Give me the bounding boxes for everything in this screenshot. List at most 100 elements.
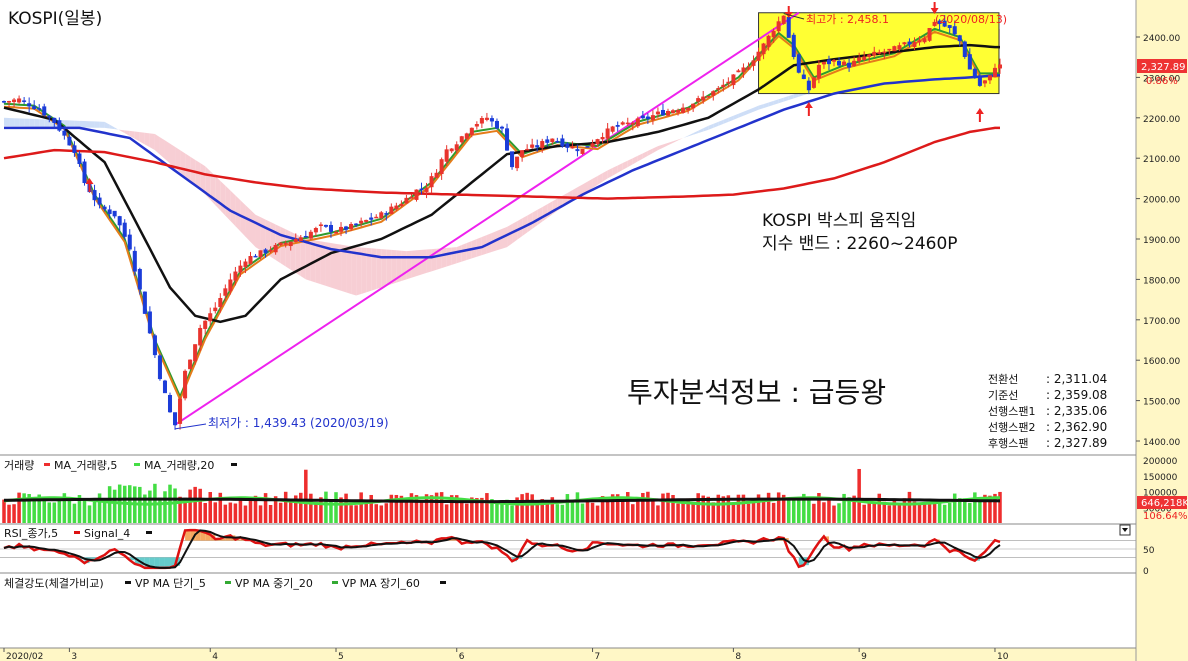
volume-bar xyxy=(67,497,72,523)
rsi-overbought-fill xyxy=(185,530,191,541)
candle-body xyxy=(349,224,354,230)
cloud-segment xyxy=(185,153,191,182)
volume-bar xyxy=(475,498,479,523)
vp-legend-item: 체결강도(체결가비교) xyxy=(4,577,104,590)
volume-bar xyxy=(97,493,102,523)
ichimoku-label: 전환선 xyxy=(988,373,1018,386)
cloud-segment xyxy=(129,130,135,139)
cloud-segment xyxy=(215,175,221,211)
candle-body xyxy=(318,224,323,226)
candle-body xyxy=(515,156,520,169)
volume-bar xyxy=(107,486,112,523)
candle-body xyxy=(837,60,842,66)
candle-body xyxy=(173,412,178,426)
candle-body xyxy=(947,25,952,28)
candle-body xyxy=(434,172,439,178)
candle-body xyxy=(32,106,37,109)
volume-bar xyxy=(173,488,177,523)
cloud-segment xyxy=(507,224,513,248)
candle-body xyxy=(464,133,469,139)
volume-bar xyxy=(92,502,97,523)
cloud-segment xyxy=(456,245,462,264)
cloud-segment xyxy=(743,109,749,116)
candle-body xyxy=(469,127,474,135)
volume-tick-label: 200000 xyxy=(1143,457,1178,467)
rsi-oversold-fill xyxy=(139,557,145,566)
candle-body xyxy=(152,335,157,356)
cloud-segment xyxy=(461,243,467,262)
volume-bar xyxy=(711,502,716,523)
candle-body xyxy=(671,110,676,113)
candle-body xyxy=(877,52,882,54)
volume-bar xyxy=(32,500,36,523)
candle-body xyxy=(972,68,977,79)
rsi-lines xyxy=(0,528,1136,570)
price-tick-label: 2100.00 xyxy=(1143,155,1180,165)
cloud-segment xyxy=(109,124,115,130)
cloud-segment xyxy=(688,133,694,137)
ma5-line xyxy=(3,27,1000,400)
cloud-segment xyxy=(330,243,336,290)
cloud-segment xyxy=(733,113,739,120)
volume-bar xyxy=(465,503,469,523)
volume-bar xyxy=(324,491,328,523)
date-axis-background xyxy=(0,648,1136,661)
ichimoku-value: : 2,335.06 xyxy=(1046,404,1107,418)
volume-bar xyxy=(646,491,650,523)
volume-bar xyxy=(485,493,489,523)
candle-body xyxy=(364,219,369,222)
cloud-segment xyxy=(336,243,342,291)
cloud-segment xyxy=(406,250,412,280)
volume-bar xyxy=(978,497,982,523)
candle-body xyxy=(188,359,193,370)
candle-body xyxy=(510,151,515,168)
volume-bar xyxy=(2,499,6,523)
cloud-segment xyxy=(114,127,120,131)
legend-swatch xyxy=(74,531,80,534)
price-tick-label: 1600.00 xyxy=(1143,357,1180,367)
candle-body xyxy=(193,344,198,362)
date-tick-label: 4 xyxy=(212,652,218,661)
candle-body xyxy=(157,355,162,380)
cloud-segment xyxy=(149,133,155,151)
volume-bar xyxy=(384,503,389,523)
candle-body xyxy=(323,224,328,227)
volume-bar xyxy=(817,493,821,523)
cloud-segment xyxy=(527,212,533,233)
candle-body xyxy=(107,209,112,214)
candle-body xyxy=(555,140,560,143)
volume-bar xyxy=(892,500,897,523)
cloud-segment xyxy=(748,107,754,114)
cloud-segment xyxy=(240,200,246,237)
cloud-segment xyxy=(587,178,593,192)
cloud-segment xyxy=(532,209,538,229)
candle-body xyxy=(736,70,741,73)
volume-bar xyxy=(223,504,228,523)
candle-body xyxy=(580,148,585,154)
cloud-segment xyxy=(225,185,231,221)
volume-bar xyxy=(158,497,162,523)
candle-body xyxy=(625,122,630,125)
volume-bar xyxy=(449,495,454,523)
volume-bar xyxy=(304,469,308,523)
candle-body xyxy=(344,226,349,230)
candle-body xyxy=(183,370,188,399)
candle-body xyxy=(967,54,972,70)
price-tick-label: 2200.00 xyxy=(1143,115,1180,125)
candle-body xyxy=(198,327,203,346)
candle-body xyxy=(892,46,897,52)
candle-body xyxy=(640,115,645,119)
ichimoku-value: : 2,359.08 xyxy=(1046,388,1107,402)
volume-bar xyxy=(610,494,615,523)
cloud-segment xyxy=(381,249,387,288)
candle-body xyxy=(424,188,429,192)
volume-bar xyxy=(595,505,600,523)
high-price-label: 최고가 : 2,458.1 xyxy=(806,13,889,26)
volume-bar xyxy=(495,500,499,523)
candle-body xyxy=(218,298,223,308)
volume-bar xyxy=(42,499,47,523)
volume-bar xyxy=(776,492,781,523)
candle-body xyxy=(982,80,987,84)
cloud-segment xyxy=(4,117,10,126)
volume-bar xyxy=(520,494,524,523)
